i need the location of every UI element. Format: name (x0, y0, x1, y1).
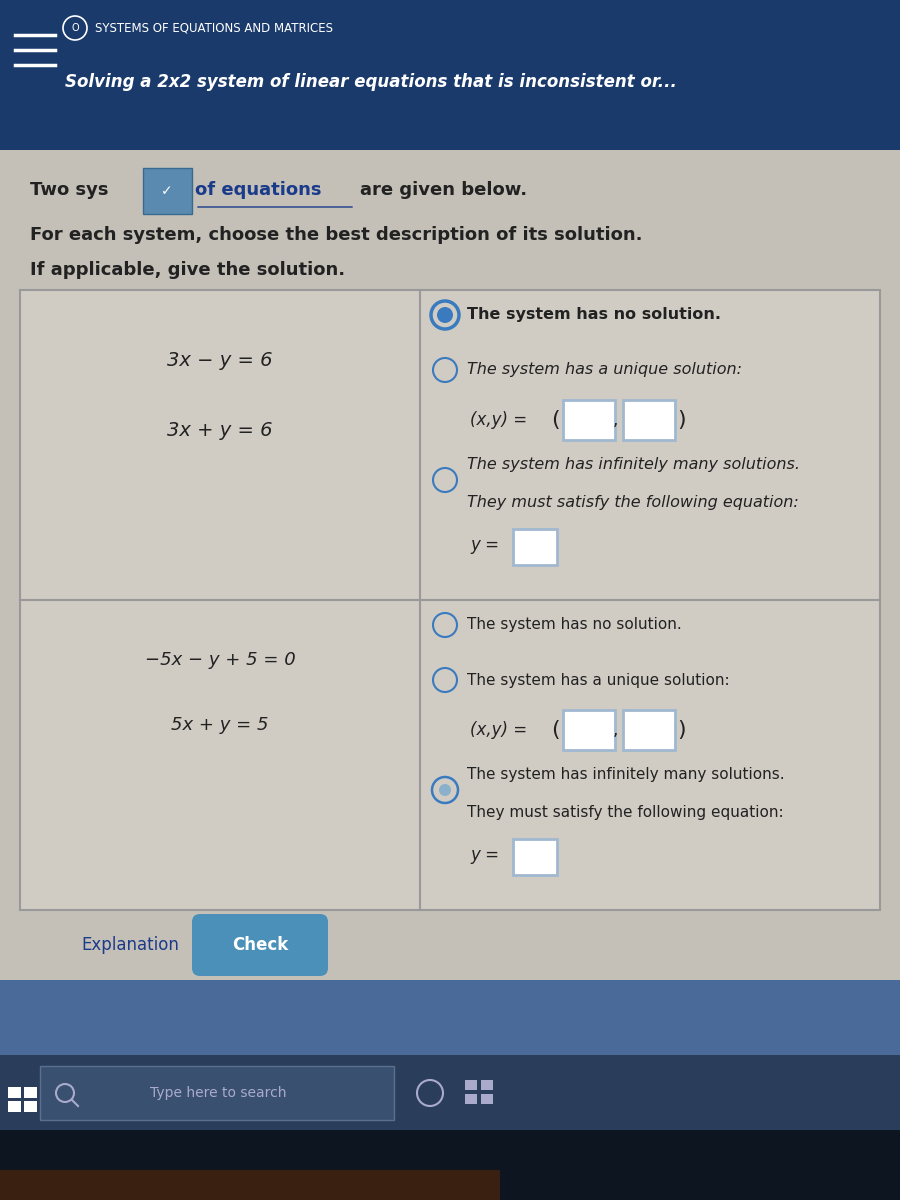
FancyBboxPatch shape (0, 150, 900, 980)
FancyBboxPatch shape (465, 1094, 477, 1104)
Text: Check: Check (232, 936, 288, 954)
Text: ,: , (612, 410, 617, 428)
FancyBboxPatch shape (513, 839, 557, 875)
FancyBboxPatch shape (0, 0, 900, 150)
FancyBboxPatch shape (481, 1080, 493, 1090)
FancyBboxPatch shape (0, 980, 900, 1055)
FancyBboxPatch shape (143, 168, 192, 214)
FancyBboxPatch shape (40, 1066, 394, 1120)
Text: For each system, choose the best description of its solution.: For each system, choose the best descrip… (30, 226, 643, 244)
FancyBboxPatch shape (623, 400, 675, 440)
Text: Two sys: Two sys (30, 181, 109, 199)
Text: y =: y = (470, 536, 499, 554)
FancyBboxPatch shape (0, 1055, 900, 1130)
Text: They must satisfy the following equation:: They must satisfy the following equation… (467, 494, 799, 510)
Text: (: ( (551, 720, 559, 740)
FancyBboxPatch shape (563, 710, 615, 750)
Text: They must satisfy the following equation:: They must satisfy the following equation… (467, 804, 784, 820)
Text: O: O (71, 23, 79, 32)
FancyBboxPatch shape (481, 1094, 493, 1104)
Text: 3x − y = 6: 3x − y = 6 (167, 350, 273, 370)
Circle shape (437, 307, 453, 323)
FancyBboxPatch shape (24, 1102, 37, 1112)
Text: of equations: of equations (195, 181, 321, 199)
Text: The system has a unique solution:: The system has a unique solution: (467, 362, 742, 378)
Text: y =: y = (470, 846, 499, 864)
Text: are given below.: are given below. (360, 181, 527, 199)
FancyBboxPatch shape (563, 400, 615, 440)
Text: SYSTEMS OF EQUATIONS AND MATRICES: SYSTEMS OF EQUATIONS AND MATRICES (95, 22, 333, 35)
Text: (x,y) =: (x,y) = (470, 410, 527, 428)
Text: ✓: ✓ (161, 184, 173, 198)
Text: ,: , (612, 721, 617, 739)
FancyBboxPatch shape (0, 1170, 500, 1200)
Text: Explanation: Explanation (81, 936, 179, 954)
FancyBboxPatch shape (465, 1080, 477, 1090)
FancyBboxPatch shape (192, 914, 328, 976)
FancyBboxPatch shape (20, 290, 880, 910)
FancyBboxPatch shape (0, 1130, 900, 1200)
Text: Solving a 2x2 system of linear equations that is inconsistent or...: Solving a 2x2 system of linear equations… (65, 73, 677, 91)
Text: The system has no solution.: The system has no solution. (467, 307, 721, 323)
Text: The system has a unique solution:: The system has a unique solution: (467, 672, 730, 688)
Text: (x,y) =: (x,y) = (470, 721, 527, 739)
Text: The system has infinitely many solutions.: The system has infinitely many solutions… (467, 457, 800, 473)
FancyBboxPatch shape (513, 529, 557, 565)
Text: If applicable, give the solution.: If applicable, give the solution. (30, 260, 345, 278)
Text: 3x + y = 6: 3x + y = 6 (167, 420, 273, 439)
Text: The system has infinitely many solutions.: The system has infinitely many solutions… (467, 768, 785, 782)
FancyBboxPatch shape (623, 710, 675, 750)
Text: ): ) (678, 410, 687, 430)
FancyBboxPatch shape (24, 1087, 37, 1098)
Text: ): ) (678, 720, 687, 740)
FancyBboxPatch shape (8, 1087, 21, 1098)
FancyBboxPatch shape (8, 1102, 21, 1112)
Circle shape (439, 784, 451, 796)
Text: Type here to search: Type here to search (150, 1086, 286, 1100)
Text: −5x − y + 5 = 0: −5x − y + 5 = 0 (145, 650, 295, 670)
Text: (: ( (551, 410, 559, 430)
Text: The system has no solution.: The system has no solution. (467, 618, 682, 632)
Text: 5x + y = 5: 5x + y = 5 (171, 716, 269, 734)
